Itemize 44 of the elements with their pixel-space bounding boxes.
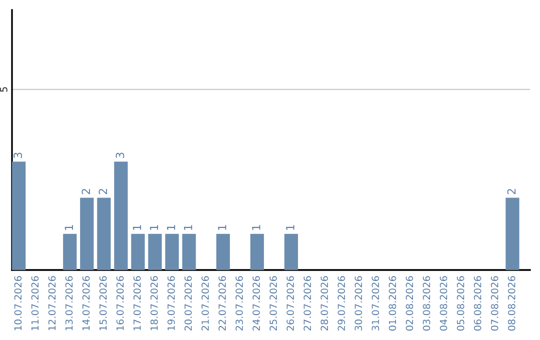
x-tick-label: 22.07.2026 (218, 276, 226, 331)
data-label: 2 (82, 189, 90, 194)
x-tick-label: 02.08.2026 (406, 276, 414, 331)
x-tick-label: 03.08.2026 (422, 276, 430, 331)
data-label: 1 (252, 225, 260, 230)
x-tick-label: 28.07.2026 (320, 276, 328, 331)
data-label: 1 (166, 225, 176, 230)
x-tick-label: 26.07.2026 (286, 276, 294, 331)
data-label: 1 (150, 225, 158, 230)
x-tick-label: 15.07.2026 (99, 276, 107, 330)
x-tick-label: 19.07.2026 (167, 276, 175, 330)
data-label: 3 (116, 152, 124, 158)
x-tick-label: 06.08.2026 (474, 276, 482, 331)
x-tick-label: 18.07.2026 (150, 276, 158, 330)
x-tick-label: 12.07.2026 (48, 276, 56, 330)
x-tick-label: 14.07.2026 (82, 276, 90, 330)
x-tick-label: 20.07.2026 (184, 276, 192, 331)
x-tick-label: 23.07.2026 (236, 276, 243, 331)
data-label: 2 (507, 189, 516, 194)
x-tick-label: 10.07.2026 (14, 276, 22, 330)
x-tick-label: 17.07.2026 (133, 276, 141, 330)
data-label: 1 (286, 225, 294, 230)
x-tick-label: 31.07.2026 (372, 276, 380, 330)
y-tick-label: 5 (0, 87, 8, 92)
x-tick-label: 24.07.2026 (252, 276, 260, 331)
data-label: 1 (218, 225, 226, 230)
x-tick-label: 25.07.2026 (270, 276, 277, 331)
x-tick-label: 07.08.2026 (490, 276, 498, 331)
x-tick-label: 08.08.2026 (508, 276, 516, 331)
x-tick-label: 30.07.2026 (354, 276, 362, 330)
x-tick-label: 01.08.2026 (388, 276, 396, 331)
data-label: 1 (64, 225, 73, 230)
data-label: 1 (132, 225, 142, 230)
x-tick-label: 05.08.2026 (456, 276, 464, 331)
x-tick-label: 04.08.2026 (440, 276, 448, 331)
x-tick-label: 29.07.2026 (338, 276, 346, 331)
x-tick-label: 27.07.2026 (304, 276, 312, 331)
x-tick-label: 11.07.2026 (31, 276, 39, 330)
data-label: 3 (14, 152, 22, 158)
x-tick-label: 13.07.2026 (65, 276, 73, 330)
data-label: 2 (98, 189, 107, 194)
x-tick-label: 16.07.2026 (116, 276, 124, 330)
data-label: 1 (184, 225, 192, 230)
x-tick-label: 21.07.2026 (202, 276, 209, 331)
